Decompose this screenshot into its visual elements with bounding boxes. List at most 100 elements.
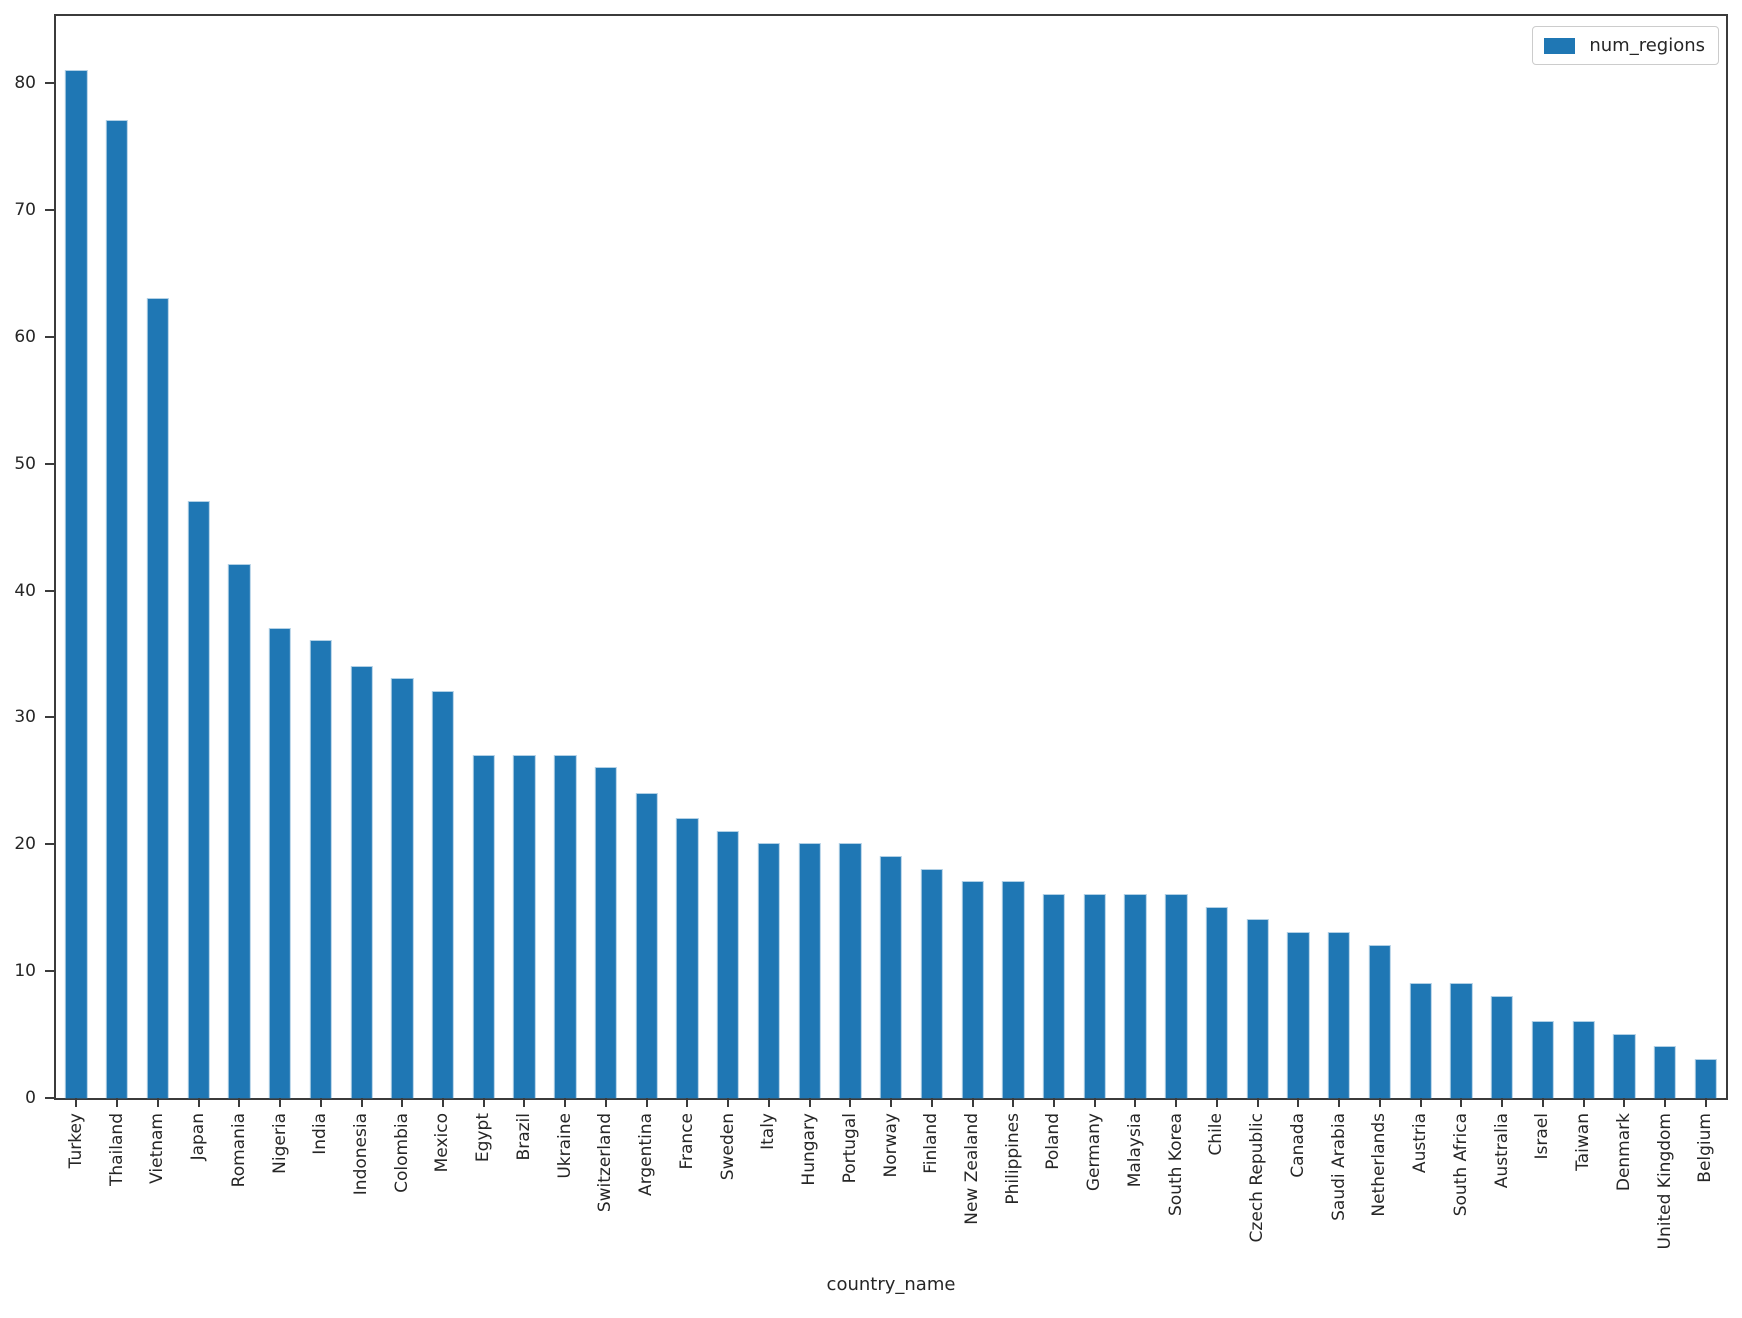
bar-saudi-arabia (1328, 933, 1350, 1098)
bar-italy (758, 844, 780, 1098)
x-tick-label-italy: Italy (758, 1113, 779, 1150)
x-tick-mark (238, 1098, 241, 1107)
x-tick-label-box: Chile (1197, 1113, 1238, 1283)
bar-slot-germany: Germany (1074, 16, 1115, 1191)
x-tick-label-belgium: Belgium (1695, 1113, 1716, 1183)
bar-argentina (636, 793, 657, 1098)
bar-united-kingdom (1654, 1047, 1676, 1098)
x-tick-label-canada: Canada (1287, 1113, 1308, 1178)
x-tick-mark (1582, 1098, 1585, 1107)
bar-slot-finland: Finland (911, 16, 952, 1174)
bar-slot-netherlands: Netherlands (1360, 16, 1401, 1217)
x-tick-mark (1378, 1098, 1381, 1107)
y-tick-label-70: 70 (14, 200, 36, 221)
x-tick-label-box: South Africa (1441, 1113, 1482, 1283)
x-tick-label-box: Australia (1482, 1113, 1523, 1283)
x-tick-label-box: Canada (1278, 1113, 1319, 1283)
x-tick-label-box: Israel (1522, 1113, 1563, 1283)
x-tick-mark (401, 1098, 404, 1107)
x-tick-label-box: Poland (1034, 1113, 1075, 1283)
bar-slot-brazil: Brazil (504, 16, 545, 1160)
bar-indonesia (351, 666, 372, 1098)
x-tick-mark (1460, 1098, 1463, 1107)
bar-new-zealand (962, 882, 983, 1098)
x-tick-label-box: Sweden (708, 1113, 749, 1283)
x-tick-label-france: France (676, 1113, 697, 1170)
plot-area: Turkey Thailand Vietnam Japan Romania Nigeria… (14, 14, 1728, 1249)
bar-slot-new-zealand: New Zealand (952, 16, 993, 1225)
y-tick-label-80: 80 (14, 73, 36, 94)
bar-slot-south-korea: South Korea (1156, 16, 1197, 1216)
x-tick-mark (116, 1098, 119, 1107)
bar-chile (1206, 907, 1228, 1098)
bar-turkey (66, 70, 87, 1098)
bar-south-africa (1451, 983, 1472, 1098)
x-tick-label-malaysia: Malaysia (1124, 1113, 1145, 1188)
x-tick-label-czech-republic: Czech Republic (1247, 1113, 1268, 1243)
x-tick-label-philippines: Philippines (1002, 1113, 1023, 1205)
x-tick-label-mexico: Mexico (432, 1113, 453, 1173)
bar-slot-norway: Norway (871, 16, 912, 1178)
x-tick-label-argentina: Argentina (636, 1113, 657, 1196)
bars-container: Turkey Thailand Vietnam Japan Romania Nigeria… (56, 16, 1726, 1249)
y-tick-mark (45, 589, 54, 592)
bar-slot-sweden: Sweden (708, 16, 749, 1180)
x-tick-mark (1541, 1098, 1544, 1107)
bar-slot-japan: Japan (178, 16, 219, 1160)
bar-south-korea (1166, 895, 1187, 1098)
bar-slot-indonesia: Indonesia (341, 16, 382, 1195)
x-axis-title: country_name (826, 1274, 956, 1295)
x-tick-label-switzerland: Switzerland (595, 1113, 616, 1213)
x-tick-mark (604, 1098, 607, 1107)
bar-slot-czech-republic: Czech Republic (1237, 16, 1278, 1242)
x-tick-label-box: Nigeria (260, 1113, 301, 1283)
bar-slot-united-kingdom: United Kingdom (1645, 16, 1686, 1249)
x-tick-label-box: Philippines (993, 1113, 1034, 1283)
x-tick-label-box: Austria (1400, 1113, 1441, 1283)
x-tick-label-box: Finland (911, 1113, 952, 1283)
x-tick-mark (1338, 1098, 1341, 1107)
x-tick-label-sweden: Sweden (717, 1113, 738, 1181)
bar-norway (880, 857, 902, 1098)
x-tick-label-box: Switzerland (586, 1113, 627, 1283)
x-tick-label-box: Ukraine (545, 1113, 586, 1283)
x-tick-mark (1419, 1098, 1422, 1107)
x-tick-label-austria: Austria (1410, 1113, 1431, 1174)
y-tick-mark (45, 1097, 54, 1099)
legend: num_regions (1532, 26, 1719, 65)
x-tick-mark (1012, 1098, 1015, 1107)
x-tick-mark (1501, 1098, 1504, 1107)
bar-australia (1491, 996, 1513, 1098)
x-tick-label-box: Netherlands (1360, 1113, 1401, 1283)
y-tick-mark (45, 335, 54, 338)
x-tick-mark (1093, 1098, 1096, 1107)
x-tick-mark (1664, 1098, 1666, 1107)
x-tick-label-taiwan: Taiwan (1573, 1113, 1594, 1171)
bar-romania (229, 565, 250, 1098)
bar-slot-canada: Canada (1278, 16, 1319, 1178)
x-tick-label-box: Norway (871, 1113, 912, 1283)
x-tick-label-box: Romania (219, 1113, 260, 1283)
x-tick-label-box: Denmark (1604, 1113, 1645, 1283)
bar-japan (188, 501, 209, 1098)
bar-slot-mexico: Mexico (423, 16, 464, 1172)
bar-slot-colombia: Colombia (382, 16, 423, 1193)
bar-switzerland (595, 768, 617, 1098)
x-tick-label-denmark: Denmark (1613, 1113, 1634, 1192)
bar-slot-india: India (300, 16, 341, 1155)
y-tick-label-60: 60 (14, 326, 36, 347)
bar-vietnam (147, 298, 169, 1098)
x-tick-label-romania: Romania (228, 1113, 249, 1188)
x-tick-label-thailand: Thailand (106, 1113, 127, 1187)
x-tick-label-box: Turkey (56, 1113, 97, 1283)
x-tick-label-box: Malaysia (1115, 1113, 1156, 1283)
x-tick-mark (197, 1098, 200, 1107)
x-tick-mark (1297, 1098, 1300, 1107)
bar-france (677, 818, 698, 1098)
x-tick-label-colombia: Colombia (391, 1113, 412, 1193)
x-tick-label-box: Taiwan (1563, 1113, 1604, 1283)
bar-slot-romania: Romania (219, 16, 260, 1187)
x-tick-label-south-africa: South Africa (1450, 1113, 1471, 1217)
x-tick-label-norway: Norway (880, 1113, 901, 1178)
